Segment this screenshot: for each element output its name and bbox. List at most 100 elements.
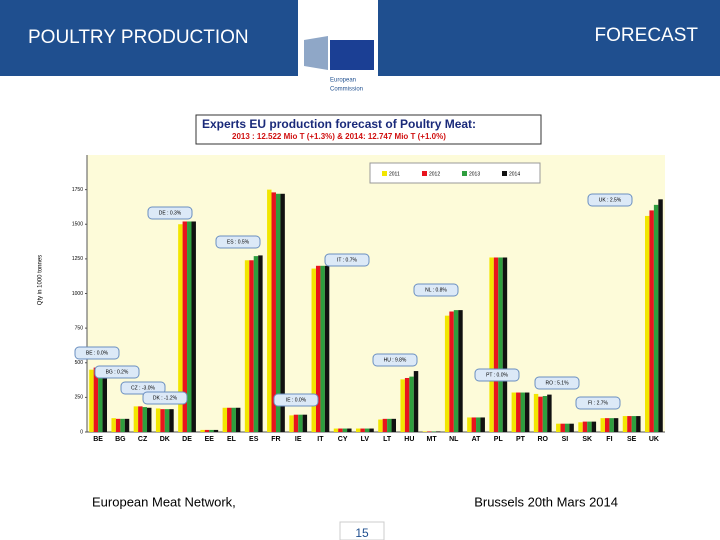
annotation: IE : 0.0%	[286, 397, 307, 403]
annotation-box	[575, 396, 621, 410]
x-tick-label: LT	[383, 436, 392, 443]
annotation-box	[142, 391, 188, 405]
bar	[235, 407, 241, 432]
bar	[347, 428, 352, 432]
bar	[249, 260, 254, 432]
legend-swatch	[422, 171, 427, 176]
bar	[191, 221, 196, 432]
chart-title: Experts EU production forecast of Poultr…	[202, 117, 476, 131]
x-tick-label: SI	[562, 436, 569, 443]
bar	[355, 428, 361, 432]
bar	[489, 257, 494, 432]
annotation: IT : 0.7%	[337, 257, 357, 263]
bar	[436, 431, 441, 432]
bar	[293, 414, 299, 432]
bar	[387, 418, 392, 432]
annotation-box	[534, 376, 580, 390]
bar	[653, 204, 659, 432]
bar	[333, 428, 339, 432]
x-tick-label: AT	[472, 436, 482, 443]
bar	[275, 193, 281, 432]
bar	[480, 417, 485, 432]
bar	[98, 368, 103, 432]
bar	[524, 392, 530, 432]
bar	[364, 428, 370, 432]
bar	[609, 418, 614, 432]
bar	[587, 421, 592, 432]
x-tick-label: RO	[537, 436, 548, 443]
y-tick-label: 1000	[72, 291, 83, 297]
bar	[253, 256, 259, 432]
x-tick-label: EL	[227, 436, 237, 443]
bar	[556, 423, 561, 432]
bar	[227, 407, 232, 432]
bar	[213, 429, 219, 432]
annotation: CZ : -3.0%	[131, 385, 155, 391]
bar	[244, 260, 250, 432]
bar	[182, 221, 188, 432]
bar	[142, 407, 148, 432]
bar	[115, 418, 121, 432]
logo-text: European	[330, 78, 356, 84]
annotation-box	[74, 346, 120, 360]
bar	[644, 215, 650, 432]
bar	[324, 265, 330, 432]
bar	[604, 418, 610, 432]
y-tick-label: 1500	[72, 222, 83, 228]
bar	[209, 429, 214, 432]
bar	[382, 418, 388, 432]
bar	[511, 392, 517, 432]
bar	[178, 224, 183, 432]
bar	[600, 418, 605, 432]
x-tick-label: FI	[606, 436, 612, 443]
bar	[89, 369, 94, 432]
page-box	[339, 521, 385, 540]
annotation-box	[94, 365, 140, 379]
y-tick-label: 1750	[72, 187, 83, 193]
bar	[155, 408, 161, 432]
bar	[476, 417, 481, 432]
annotation: PT : 0.0%	[486, 372, 508, 378]
legend-label: 2011	[389, 171, 400, 177]
bar	[271, 192, 276, 432]
bar	[138, 406, 143, 432]
bar	[636, 416, 641, 432]
legend-label: 2013	[469, 171, 480, 177]
bar	[320, 265, 325, 432]
x-tick-label: DE	[182, 436, 192, 443]
x-tick-label: IE	[295, 436, 302, 443]
x-tick-label: CZ	[138, 436, 148, 443]
x-tick-label: CY	[338, 436, 348, 443]
bar	[658, 199, 663, 432]
bar	[467, 417, 472, 432]
bar	[613, 418, 619, 432]
x-tick-label: FR	[271, 436, 280, 443]
annotation: UK : 2.5%	[599, 197, 622, 203]
bar	[302, 414, 308, 432]
bar	[298, 414, 303, 432]
annotation: DK : -1.2%	[153, 395, 178, 401]
chart-subtitle: 2013 : 12.522 Mio T (+1.3%) & 2014: 12.7…	[232, 132, 446, 141]
bar	[289, 415, 294, 432]
bar	[204, 429, 210, 432]
x-tick-label: BE	[93, 436, 103, 443]
annotation-box	[273, 393, 319, 407]
bar	[520, 392, 525, 432]
annotation-box	[324, 253, 370, 267]
y-tick-label: 500	[75, 360, 84, 366]
x-tick-label: PL	[494, 436, 504, 443]
bar	[280, 193, 285, 432]
annotation-box	[474, 368, 520, 382]
bar	[169, 409, 174, 432]
bar	[538, 396, 543, 432]
bar	[133, 406, 139, 432]
bar	[569, 423, 574, 432]
legend-label: 2014	[509, 171, 520, 177]
y-axis-label: Qty in 1000 tonnes	[38, 255, 44, 305]
annotation: BE : 0.0%	[86, 350, 109, 356]
legend-swatch	[382, 171, 387, 176]
bar	[582, 421, 588, 432]
bar	[164, 409, 170, 432]
x-tick-label: SK	[582, 436, 592, 443]
bar	[147, 407, 152, 432]
